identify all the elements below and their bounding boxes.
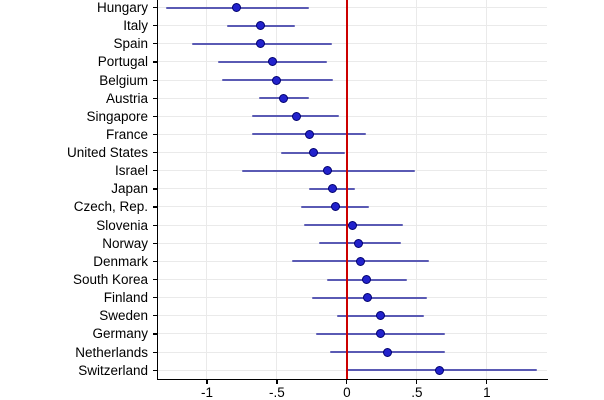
estimate-marker bbox=[328, 184, 338, 194]
gridline-horizontal bbox=[158, 61, 547, 63]
x-axis-tick bbox=[346, 380, 348, 384]
x-axis-tick-label: -1 bbox=[200, 385, 213, 400]
country-axis-label: Slovenia bbox=[96, 217, 148, 233]
zero-reference-line bbox=[346, 0, 348, 379]
gridline-vertical bbox=[206, 0, 208, 379]
country-axis-label: Spain bbox=[113, 36, 148, 52]
x-axis-tick bbox=[206, 380, 208, 384]
country-axis-label: France bbox=[105, 126, 148, 142]
country-axis-label: Germany bbox=[92, 326, 148, 342]
gridline-horizontal bbox=[158, 7, 547, 8]
y-axis-tick bbox=[152, 152, 158, 154]
country-axis-label: Portugal bbox=[97, 54, 148, 70]
gridline-horizontal bbox=[158, 25, 547, 27]
y-axis-tick bbox=[152, 97, 158, 99]
y-axis-tick bbox=[152, 315, 158, 317]
estimate-marker bbox=[375, 311, 385, 321]
country-axis-label: Hungary bbox=[96, 0, 148, 15]
country-axis-label: Israel bbox=[114, 163, 148, 179]
gridline-horizontal bbox=[158, 115, 547, 117]
y-axis-tick bbox=[152, 43, 158, 45]
estimate-marker bbox=[292, 111, 302, 121]
estimate-marker bbox=[363, 293, 373, 303]
y-axis-line bbox=[156, 0, 159, 380]
y-axis-tick bbox=[152, 7, 158, 9]
y-axis-tick bbox=[152, 115, 158, 117]
estimate-marker bbox=[272, 75, 282, 85]
country-axis-label: United States bbox=[66, 145, 148, 161]
country-axis-label: Switzerland bbox=[78, 362, 148, 378]
y-axis-tick bbox=[152, 25, 158, 27]
estimate-marker bbox=[382, 347, 392, 357]
y-axis-tick bbox=[152, 351, 158, 353]
gridline-horizontal bbox=[158, 43, 547, 45]
gridline-vertical bbox=[486, 0, 488, 379]
estimate-marker bbox=[268, 57, 278, 67]
estimate-marker bbox=[308, 148, 318, 158]
y-axis-tick bbox=[152, 61, 158, 63]
gridline-horizontal bbox=[158, 79, 547, 81]
x-axis-tick bbox=[486, 380, 488, 384]
x-axis-tick-label: -.5 bbox=[269, 385, 285, 400]
country-axis-label: Czech, Rep. bbox=[73, 199, 148, 215]
estimate-marker bbox=[279, 93, 289, 103]
estimate-marker bbox=[255, 21, 265, 31]
y-axis-tick bbox=[152, 206, 158, 208]
y-axis-tick bbox=[152, 188, 158, 190]
y-axis-tick bbox=[152, 133, 158, 136]
country-axis-label: Netherlands bbox=[75, 344, 148, 360]
country-axis-label: Belgium bbox=[99, 72, 148, 88]
y-axis-tick bbox=[152, 297, 158, 299]
estimate-marker bbox=[375, 329, 385, 339]
country-axis-label: Sweden bbox=[99, 308, 148, 324]
y-axis-tick bbox=[152, 170, 158, 172]
y-axis-tick bbox=[152, 333, 158, 335]
estimate-marker bbox=[255, 39, 265, 49]
country-axis-label: Japan bbox=[111, 181, 148, 197]
estimate-marker bbox=[353, 238, 363, 248]
gridline-horizontal bbox=[158, 152, 547, 154]
country-axis-label: Norway bbox=[102, 235, 148, 251]
y-axis-tick bbox=[152, 224, 158, 226]
gridline-horizontal bbox=[158, 97, 547, 99]
y-axis-tick bbox=[152, 242, 158, 244]
estimate-marker bbox=[304, 129, 314, 139]
country-axis-label: Singapore bbox=[86, 108, 148, 124]
gridline-vertical bbox=[276, 0, 278, 379]
estimate-marker bbox=[434, 365, 444, 375]
x-axis-tick-label: 0 bbox=[343, 385, 351, 400]
y-axis-tick bbox=[152, 260, 158, 263]
country-axis-label: Denmark bbox=[93, 253, 148, 269]
x-axis-tick-label: .5 bbox=[411, 385, 423, 400]
y-axis-tick bbox=[152, 79, 158, 81]
estimate-marker bbox=[348, 220, 357, 230]
estimate-marker bbox=[322, 166, 332, 176]
country-axis-label: Finland bbox=[103, 290, 148, 306]
y-axis-tick bbox=[152, 279, 158, 281]
gridline-vertical bbox=[416, 0, 418, 379]
estimate-marker bbox=[231, 3, 241, 12]
x-axis-tick-label: 1 bbox=[483, 385, 491, 400]
x-axis-line bbox=[156, 378, 548, 380]
estimate-marker bbox=[361, 275, 371, 285]
estimate-marker bbox=[356, 256, 366, 266]
country-axis-label: South Korea bbox=[72, 272, 148, 288]
estimate-marker bbox=[331, 202, 341, 212]
x-axis-tick bbox=[416, 380, 418, 384]
y-axis-tick bbox=[152, 369, 158, 371]
country-axis-label: Austria bbox=[105, 90, 148, 106]
country-axis-label: Italy bbox=[123, 18, 148, 34]
x-axis-tick bbox=[276, 380, 278, 384]
